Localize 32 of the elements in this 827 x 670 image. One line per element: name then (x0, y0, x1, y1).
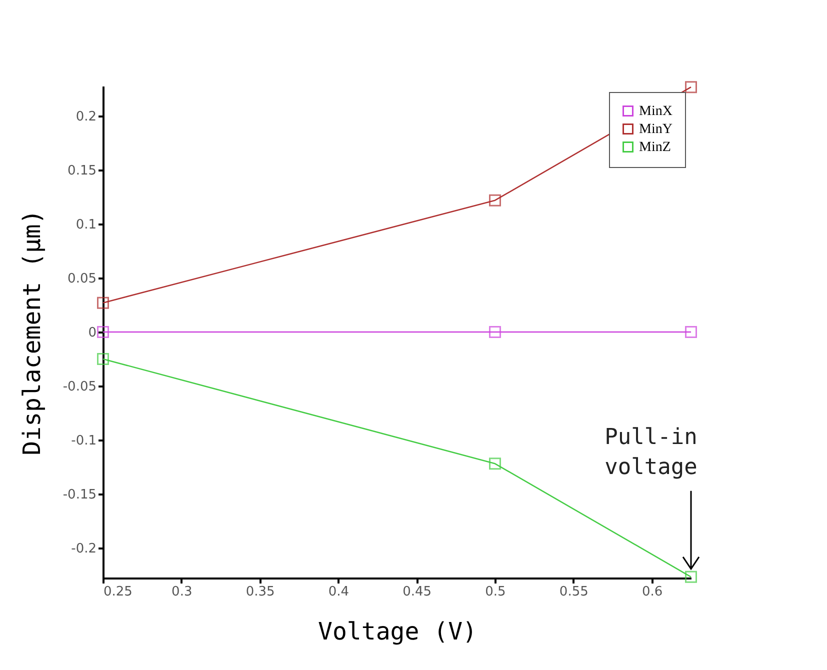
y-tick-label: 0.15 (68, 164, 96, 179)
x-axis-title: Voltage (V) (318, 618, 477, 646)
y-tick-label: -0.05 (62, 379, 96, 394)
point (489, 458, 501, 470)
y-tick-label: 0 (88, 326, 96, 340)
x-tick-label: 0.6 (642, 584, 663, 600)
annotation: Pull-in voltage (604, 424, 698, 480)
point (97, 352, 109, 365)
x-tick-label: 0.5 (485, 584, 506, 600)
y-tick-label: 0.2 (76, 110, 96, 125)
y-tick-label: -0.1 (71, 433, 96, 448)
point (489, 326, 501, 338)
point (685, 570, 697, 583)
legend-label: MinZ (639, 140, 671, 155)
point (685, 81, 697, 94)
legend-label: MinX (639, 104, 672, 119)
y-tick-label: 0.05 (68, 272, 96, 287)
legend-label: MinY (639, 122, 672, 137)
y-axis-title: Displacement (μm) (18, 210, 46, 456)
y-tick-label: -0.15 (62, 487, 96, 502)
x-tick-label: 0.35 (246, 584, 275, 600)
x-tick-label: 0.25 (104, 584, 132, 600)
x-tick-label: 0.4 (328, 584, 350, 600)
point (489, 194, 501, 206)
x-tick-label: 0.3 (172, 584, 192, 600)
x-tick-label: 0.45 (402, 584, 432, 600)
y-tick-label: -0.2 (71, 541, 96, 556)
point (97, 326, 109, 338)
x-tick-label: 0.55 (559, 584, 588, 600)
y-tick-label: 0.1 (76, 218, 96, 233)
point (97, 296, 109, 309)
point (685, 326, 697, 338)
